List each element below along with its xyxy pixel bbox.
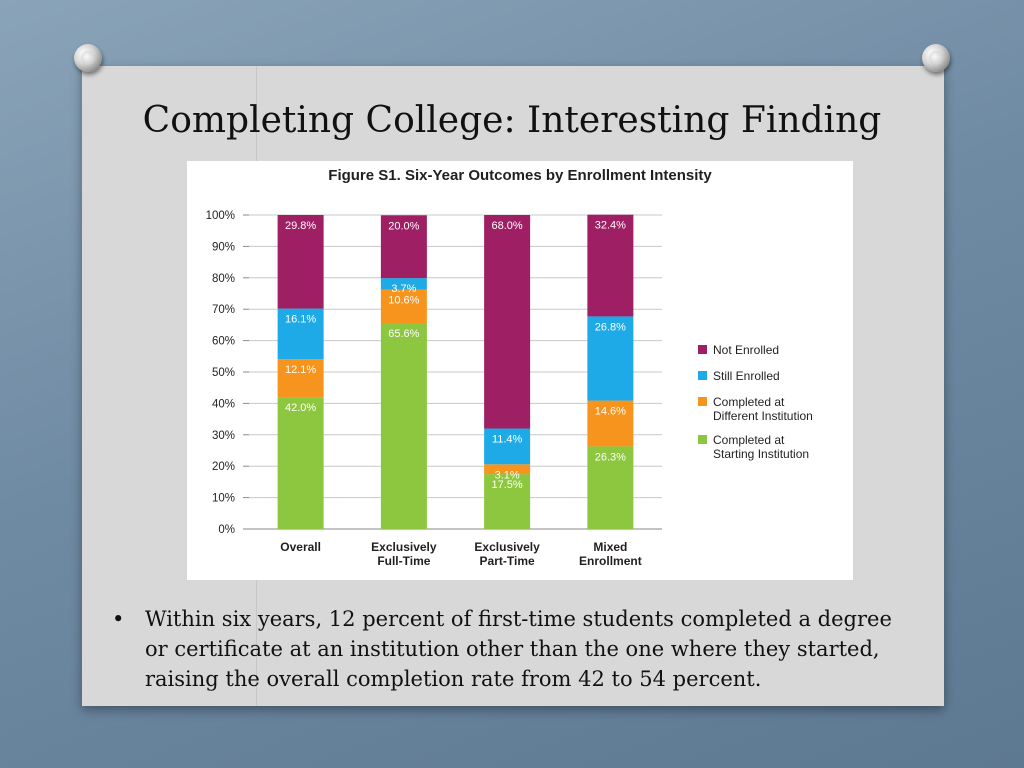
data-label: 11.4% [492,434,523,446]
data-label: 20.0% [388,220,419,232]
y-tick-label: 0% [218,524,235,536]
legend-swatch [698,371,707,380]
bar-segment [277,359,324,398]
data-label: 17.5% [492,479,523,491]
bar-segment [587,446,634,529]
bar-segment [380,289,427,324]
x-category-label: Exclusively [474,540,540,554]
bar-segment [484,215,531,429]
x-category-label: Overall [280,540,321,554]
legend-label: Still Enrolled [713,369,780,383]
legend-swatch [698,435,707,444]
bar-segment [587,316,634,401]
y-tick-label: 50% [212,367,235,379]
data-label: 10.6% [388,295,419,307]
bar-segment [484,464,531,475]
pushpin-left-icon [74,44,102,72]
x-category-label: Mixed [593,540,627,554]
pushpin-right-icon [922,44,950,72]
bar-segment [380,278,427,290]
legend-swatch [698,345,707,354]
bar-segment [277,308,324,360]
y-tick-label: 30% [212,430,235,442]
legend-label: Not Enrolled [713,343,779,357]
data-label: 3.7% [391,283,416,295]
bar-segment [380,215,427,279]
y-tick-label: 40% [212,398,235,410]
data-label: 65.6% [388,328,419,340]
legend-label: Completed at [713,395,785,409]
data-label: 12.1% [285,364,316,376]
y-tick-label: 20% [212,461,235,473]
data-label: 14.6% [595,406,626,418]
y-tick-label: 100% [206,210,235,222]
bar-segment [587,400,634,447]
bullet-dot-icon: • [112,607,125,631]
bar-segment [484,474,531,529]
chart-figure: Figure S1. Six-Year Outcomes by Enrollme… [187,161,853,580]
data-label: 16.1% [285,314,316,326]
x-category-label: Exclusively [371,540,437,554]
bar-segment [484,428,531,465]
bullet-list: • Within six years, 12 percent of first-… [112,604,912,694]
data-label: 26.8% [595,321,626,333]
y-tick-label: 70% [212,304,235,316]
bar-segment [380,323,427,529]
slide-title: Completing College: Interesting Finding [142,100,882,141]
data-label: 29.8% [285,220,316,232]
legend-swatch [698,397,707,406]
y-tick-label: 80% [212,273,235,285]
x-category-label: Full-Time [377,554,430,568]
data-label: 26.3% [595,451,626,463]
y-tick-label: 90% [212,241,235,253]
data-label: 32.4% [595,220,626,232]
y-tick-label: 60% [212,336,235,348]
stacked-bar-chart: Figure S1. Six-Year Outcomes by Enrollme… [206,167,813,568]
x-category-label: Part-Time [480,554,535,568]
legend-label: Starting Institution [713,447,809,461]
legend-label: Completed at [713,433,785,447]
bar-segment [587,214,634,317]
bar-segment [277,397,324,529]
x-category-label: Enrollment [579,554,642,568]
legend-label: Different Institution [713,409,813,423]
y-tick-label: 10% [212,493,235,505]
data-label: 68.0% [492,220,523,232]
bar-segment [277,215,324,309]
chart-title: Figure S1. Six-Year Outcomes by Enrollme… [328,167,712,184]
data-label: 3.1% [495,469,520,481]
bullet-item: Within six years, 12 percent of first-ti… [145,607,892,691]
data-label: 42.0% [285,402,316,414]
